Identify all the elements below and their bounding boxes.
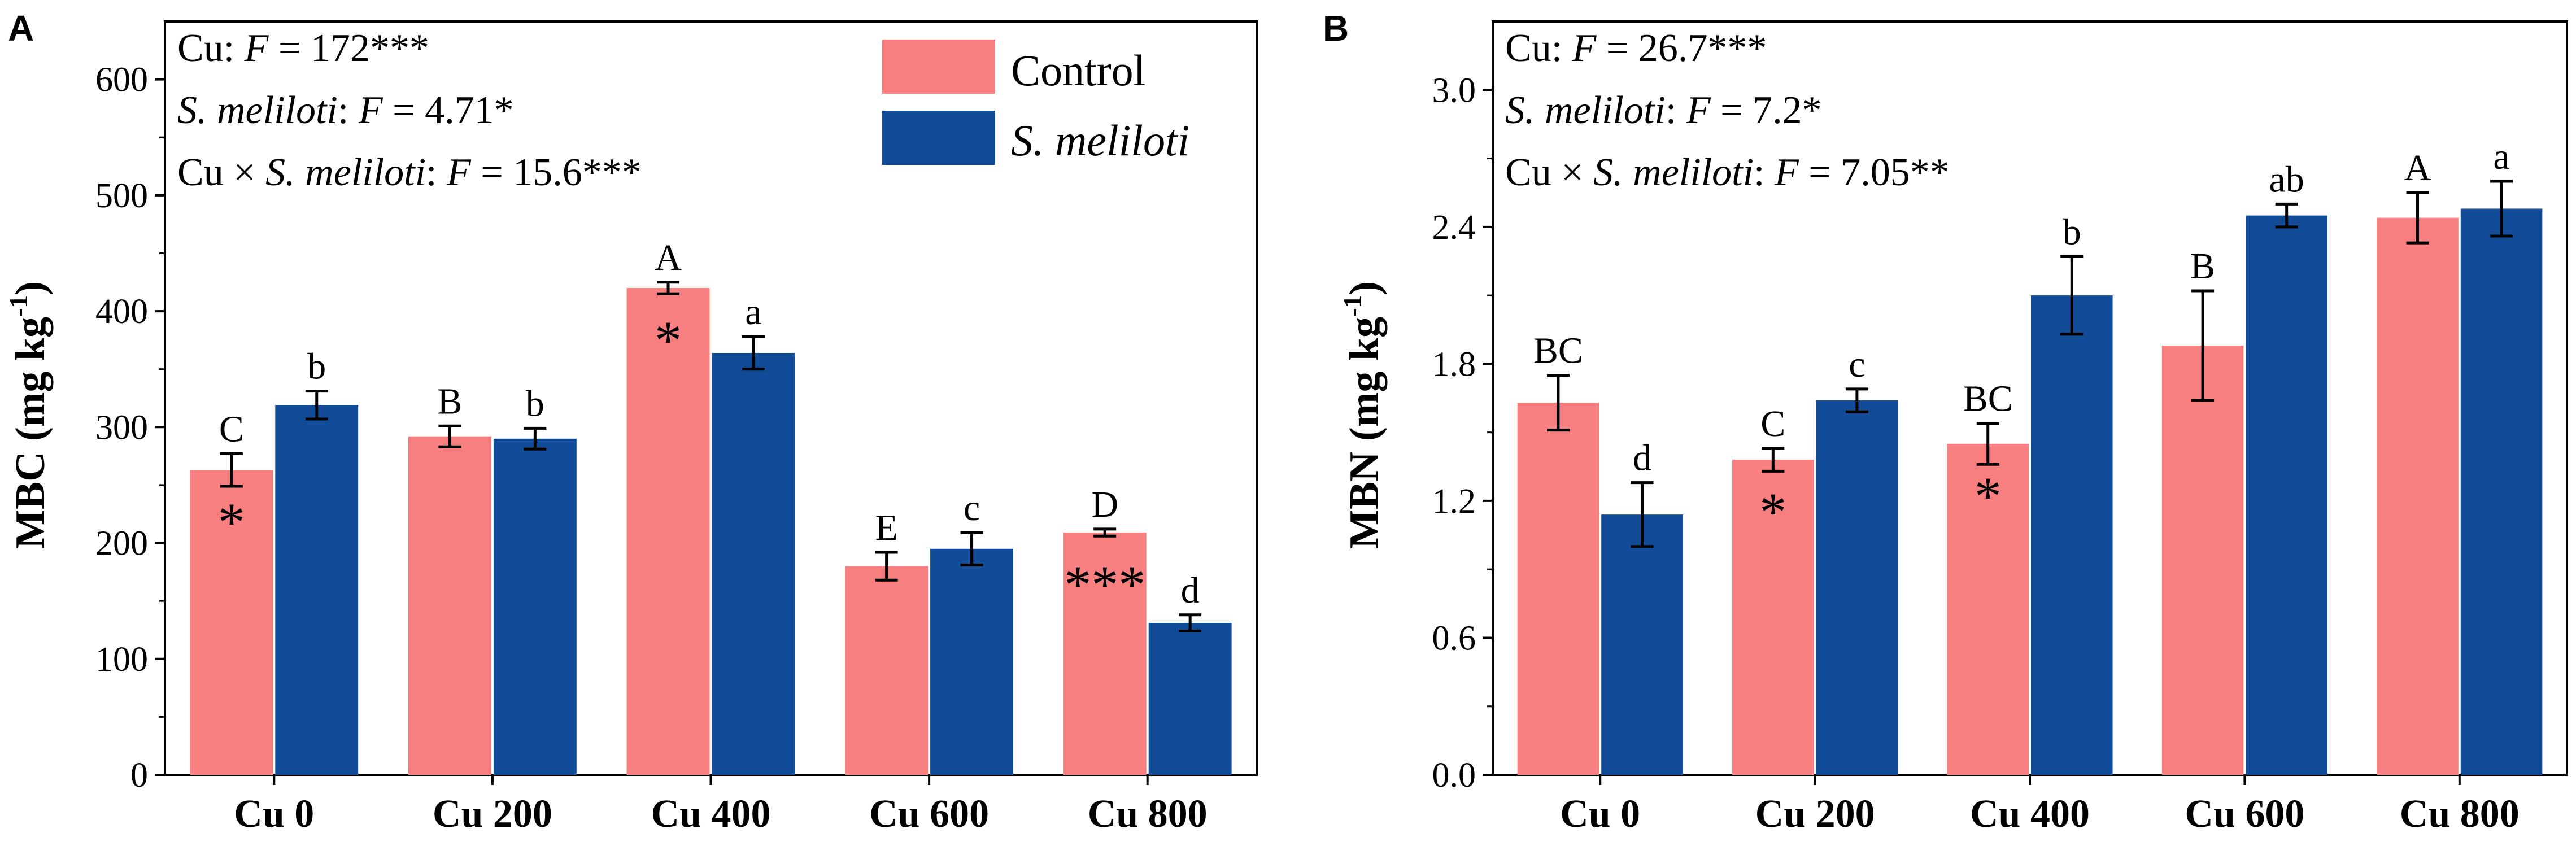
significance-letter: D <box>1091 484 1118 525</box>
y-tick-label: 3.0 <box>1432 71 1476 110</box>
panel-label: A <box>8 8 34 49</box>
x-tick-label: Cu 800 <box>1088 792 1208 836</box>
legend-swatch-control <box>882 40 995 94</box>
legend-label-control: Control <box>1011 46 1145 95</box>
x-tick-label: Cu 600 <box>2185 792 2304 836</box>
y-tick-label: 1.2 <box>1432 482 1476 521</box>
panel-a: A 0 100 200 300 400 500 600 MBC (mg kg-1) Cu 0 Cb *… <box>4 8 1258 836</box>
significance-letter: E <box>875 507 897 548</box>
significance-letter: b <box>526 383 544 424</box>
legend: Control S. meliloti <box>882 40 1189 165</box>
significance-letter: d <box>1633 438 1651 479</box>
significance-letter: B <box>437 381 462 422</box>
y-tick-label: 300 <box>95 408 148 447</box>
x-tick-label: Cu 200 <box>1755 792 1875 836</box>
bar-smeliloti <box>1601 514 1683 775</box>
bar-control <box>408 436 491 775</box>
bar-control <box>626 288 710 775</box>
stat-line: Cu: F = 26.7*** <box>1505 27 1767 70</box>
y-tick-label: 1.8 <box>1432 345 1476 383</box>
stat-line: Cu × S. meliloti: F = 15.6*** <box>177 151 642 194</box>
significance-letter: ab <box>2269 159 2304 200</box>
bar-control <box>190 470 273 775</box>
panel-label: B <box>1323 8 1349 49</box>
y-tick-label: 0.6 <box>1432 619 1476 657</box>
x-tick-label: Cu 200 <box>433 792 552 836</box>
y-tick-label: 200 <box>95 525 148 563</box>
y-tick-label: 2.4 <box>1432 208 1476 247</box>
x-tick-label: Cu 0 <box>234 792 314 836</box>
significance-letter: c <box>1849 344 1865 385</box>
bar-smeliloti <box>2246 215 2327 775</box>
stat-line: Cu × S. meliloti: F = 7.05** <box>1505 151 1950 194</box>
significance-letter: b <box>2063 211 2081 252</box>
stat-line: S. meliloti: F = 4.71* <box>177 89 514 132</box>
legend-swatch-smeliloti <box>882 111 995 165</box>
bar-smeliloti <box>2031 295 2113 775</box>
stat-line: Cu: F = 172*** <box>177 27 429 70</box>
significance-letter: B <box>2190 246 2215 287</box>
bar-smeliloti <box>493 438 577 775</box>
significance-letter: A <box>2404 147 2431 189</box>
x-tick-label: Cu 400 <box>1970 792 2090 836</box>
y-axis-label: MBC (mg kg-1) <box>4 281 54 549</box>
bar-smeliloti <box>275 405 359 775</box>
y-tick-label: 0 <box>130 756 148 795</box>
bar-control <box>1732 460 1814 775</box>
y-tick-label: 600 <box>95 61 148 99</box>
significance-letter: a <box>2493 136 2509 177</box>
y-tick-label: 0.0 <box>1432 756 1476 795</box>
bar-smeliloti <box>2460 208 2543 775</box>
significance-letter: A <box>655 237 682 278</box>
asterisk: * <box>218 492 245 552</box>
significance-letter: C <box>219 409 244 450</box>
bar-smeliloti <box>712 352 795 775</box>
significance-letter: b <box>307 346 326 387</box>
asterisk: *** <box>1064 555 1145 615</box>
y-tick-label: 500 <box>95 177 148 215</box>
asterisk: * <box>655 310 682 370</box>
bar-control <box>845 566 929 775</box>
significance-letter: BC <box>1963 378 2013 419</box>
asterisk: * <box>1759 482 1786 542</box>
bar-smeliloti <box>930 548 1014 775</box>
y-tick-label: 100 <box>95 640 148 679</box>
x-tick-label: Cu 800 <box>2400 792 2520 836</box>
x-tick-label: Cu 0 <box>1560 792 1640 836</box>
stat-line: S. meliloti: F = 7.2* <box>1505 89 1822 132</box>
bar-control <box>1063 533 1147 775</box>
legend-label-smeliloti: S. meliloti <box>1011 116 1189 165</box>
bar-smeliloti <box>1816 400 1898 775</box>
x-tick-label: Cu 400 <box>651 792 771 836</box>
bar-control <box>1947 443 2029 775</box>
x-tick-label: Cu 600 <box>869 792 989 836</box>
bar-control <box>2161 346 2244 775</box>
bar-smeliloti <box>1148 623 1232 775</box>
significance-letter: c <box>964 487 980 529</box>
bar-control <box>1517 403 1599 775</box>
significance-letter: a <box>745 291 761 333</box>
y-tick-label: 400 <box>95 293 148 331</box>
significance-letter: BC <box>1533 330 1583 372</box>
asterisk: * <box>1975 466 2002 526</box>
significance-letter: d <box>1181 570 1200 611</box>
y-axis-label: MBN (mg kg-1) <box>1338 281 1388 549</box>
bar-control <box>2377 217 2459 775</box>
significance-letter: C <box>1760 403 1785 444</box>
